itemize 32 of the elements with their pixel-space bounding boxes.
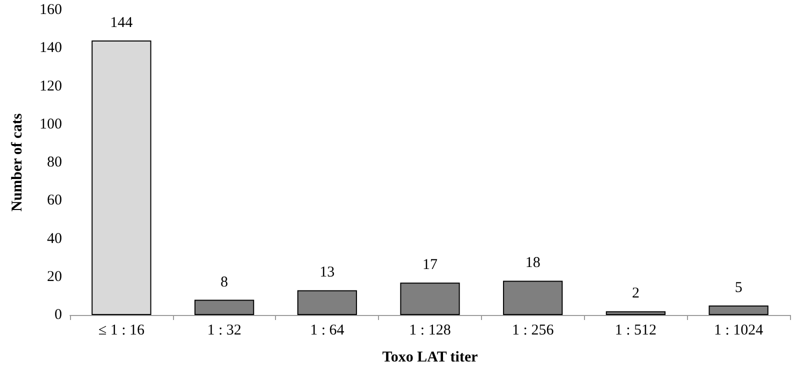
bar xyxy=(708,305,768,315)
x-tick-label: 1 : 1024 xyxy=(714,322,764,338)
x-axis-title: Toxo LAT titer xyxy=(382,350,478,366)
data-label: 17 xyxy=(422,257,438,274)
y-axis-title: Number of cats xyxy=(10,113,26,212)
x-tick-label: ≤ 1 : 16 xyxy=(98,322,145,338)
x-tick-label: 1 : 32 xyxy=(207,322,242,338)
x-tick-label: 1 : 128 xyxy=(409,322,451,338)
bar xyxy=(606,311,666,315)
data-label: 2 xyxy=(632,286,640,302)
y-tick-label: 160 xyxy=(40,2,62,18)
bar xyxy=(503,280,563,315)
bar xyxy=(400,282,460,315)
x-tick-label: 1 : 256 xyxy=(512,322,554,338)
data-label: 8 xyxy=(220,274,228,290)
x-tick-label: 1 : 512 xyxy=(614,322,657,338)
bar xyxy=(297,290,357,315)
y-tick-label: 100 xyxy=(40,116,62,132)
bar xyxy=(194,300,254,315)
data-label: 144 xyxy=(110,15,134,31)
data-label: 13 xyxy=(320,264,335,281)
y-tick-label: 20 xyxy=(47,268,62,285)
y-tick-label: 140 xyxy=(40,40,62,56)
y-tick-label: 40 xyxy=(47,230,62,247)
data-label: 5 xyxy=(734,280,742,296)
data-label: 18 xyxy=(525,255,540,272)
y-tick-label: 0 xyxy=(54,307,62,323)
x-tick-label: 1 : 64 xyxy=(310,322,345,338)
y-tick-label: 120 xyxy=(40,78,62,94)
bar xyxy=(92,40,152,315)
y-tick-label: 60 xyxy=(47,192,62,209)
y-tick-label: 80 xyxy=(47,154,62,170)
